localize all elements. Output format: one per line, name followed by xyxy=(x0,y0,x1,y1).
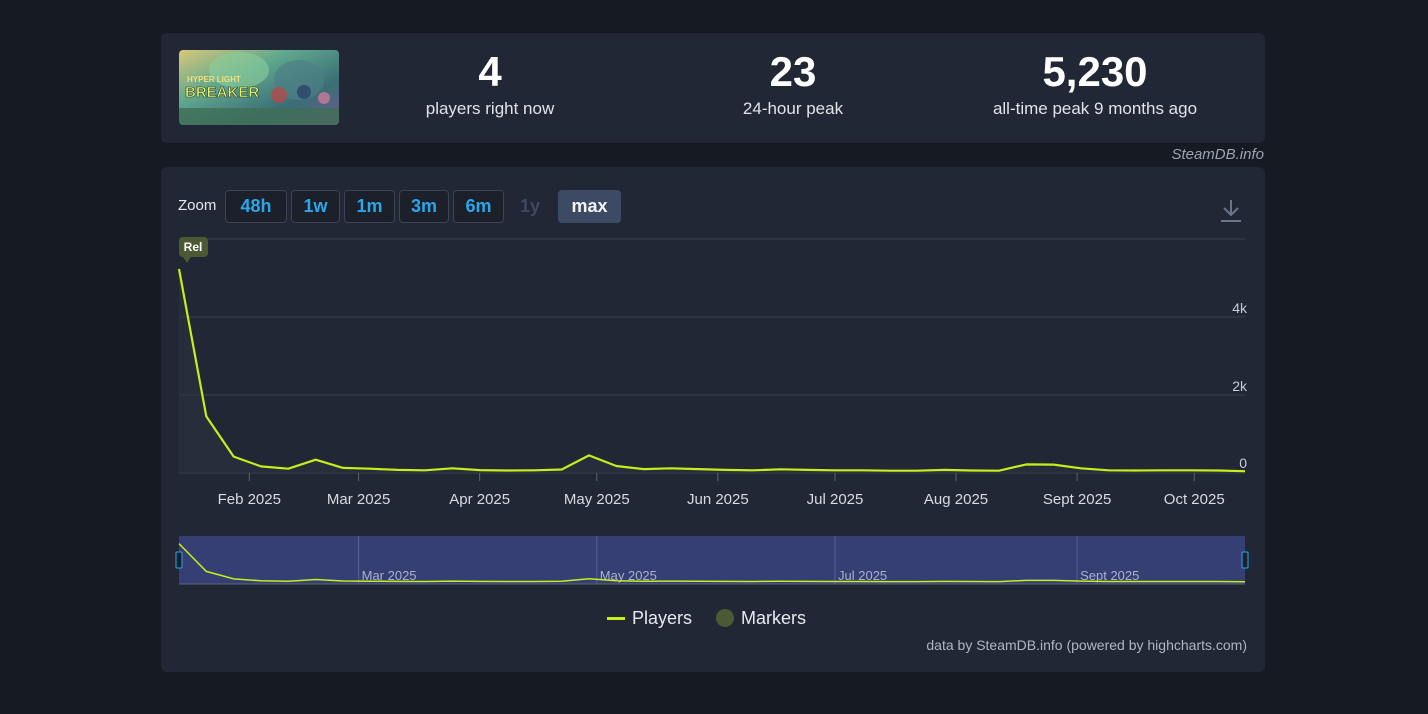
navigator-tick-label: Mar 2025 xyxy=(362,568,417,583)
x-tick-label: Sept 2025 xyxy=(1043,491,1111,508)
chart-legend: Players Markers xyxy=(607,605,820,631)
zoom-1y-button: 1y xyxy=(519,196,541,216)
series-line-players xyxy=(177,268,1246,473)
navigator-handle-right xyxy=(1241,551,1249,569)
navigator-selection xyxy=(179,536,1245,584)
navigator-series-line xyxy=(178,543,1246,583)
navigator-tick-label: Sept 2025 xyxy=(1080,568,1139,583)
x-tick-label: Mar 2025 xyxy=(327,491,390,508)
zoom-1w-button[interactable]: 1w xyxy=(291,190,340,223)
peak-24h-label: 24-hour peak xyxy=(742,99,844,118)
stat-alltime-peak: 5,230 all-time peak 9 months ago xyxy=(935,47,1255,121)
zoom-6m-button[interactable]: 6m xyxy=(453,190,504,223)
marker-label: Rel xyxy=(184,240,203,254)
y-tick-label: 0 xyxy=(1239,455,1247,471)
navigator-handle-left xyxy=(175,551,183,569)
alltime-peak-value: 5,230 xyxy=(1042,48,1148,95)
zoom-max-button[interactable]: max xyxy=(558,190,621,223)
x-tick-label: May 2025 xyxy=(564,491,630,508)
cover-title-top: HYPER LIGHT xyxy=(187,75,241,84)
source-credit[interactable]: SteamDB.info xyxy=(1171,146,1264,163)
chart-panel: Zoom 48h 1w 1m 3m 6m 1y max Mar 2025 May … xyxy=(161,167,1265,672)
cover-title-main: BREAKER xyxy=(185,84,259,101)
legend-markers[interactable]: Markers xyxy=(716,608,806,629)
legend-players-label: Players xyxy=(632,607,693,628)
zoom-3m-button[interactable]: 3m xyxy=(399,190,449,223)
stats-panel: HYPER LIGHT BREAKER 4 players right now … xyxy=(161,33,1265,143)
marker-flag-pointer xyxy=(183,257,191,263)
series-area xyxy=(179,269,1245,473)
legend-markers-label: Markers xyxy=(741,607,807,628)
download-icon[interactable] xyxy=(1219,197,1243,225)
legend-players-swatch xyxy=(607,616,625,620)
navigator-tick-label: Jul 2025 xyxy=(838,568,887,583)
player-count-chart: Mar 2025 May 2025 Jul 2025 Sept 2025 Rel 0 2… xyxy=(175,237,1249,585)
zoom-1m-button[interactable]: 1m xyxy=(344,190,395,223)
navigator-tick-label: May 2025 xyxy=(600,568,657,583)
y-tick-label: 4k xyxy=(1232,300,1248,316)
x-tick-label: Jun 2025 xyxy=(687,491,749,508)
chart-credits[interactable]: data by SteamDB.info (powered by highcha… xyxy=(926,637,1247,653)
legend-players[interactable]: Players xyxy=(607,608,692,629)
legend-markers-swatch xyxy=(716,609,735,627)
zoom-label: Zoom xyxy=(178,197,217,214)
x-tick-label: Oct 2025 xyxy=(1164,491,1225,508)
x-tick-label: Jul 2025 xyxy=(807,491,864,508)
x-tick-label: Aug 2025 xyxy=(924,491,988,508)
alltime-peak-label: all-time peak 9 months ago xyxy=(992,99,1198,118)
stat-current-players: 4 players right now xyxy=(330,47,650,121)
game-cover-image[interactable]: HYPER LIGHT BREAKER xyxy=(179,50,339,125)
game-cover-art: HYPER LIGHT BREAKER xyxy=(179,50,339,125)
x-tick-label: Apr 2025 xyxy=(449,491,510,508)
stat-24h-peak: 23 24-hour peak xyxy=(633,47,953,121)
peak-24h-value: 23 xyxy=(769,48,817,95)
x-tick-label: Feb 2025 xyxy=(218,491,281,508)
current-players-value: 4 xyxy=(478,48,502,95)
current-players-label: players right now xyxy=(425,99,555,118)
zoom-48h-button[interactable]: 48h xyxy=(225,190,287,223)
marker-flag xyxy=(179,237,208,257)
y-tick-label: 2k xyxy=(1232,378,1248,394)
